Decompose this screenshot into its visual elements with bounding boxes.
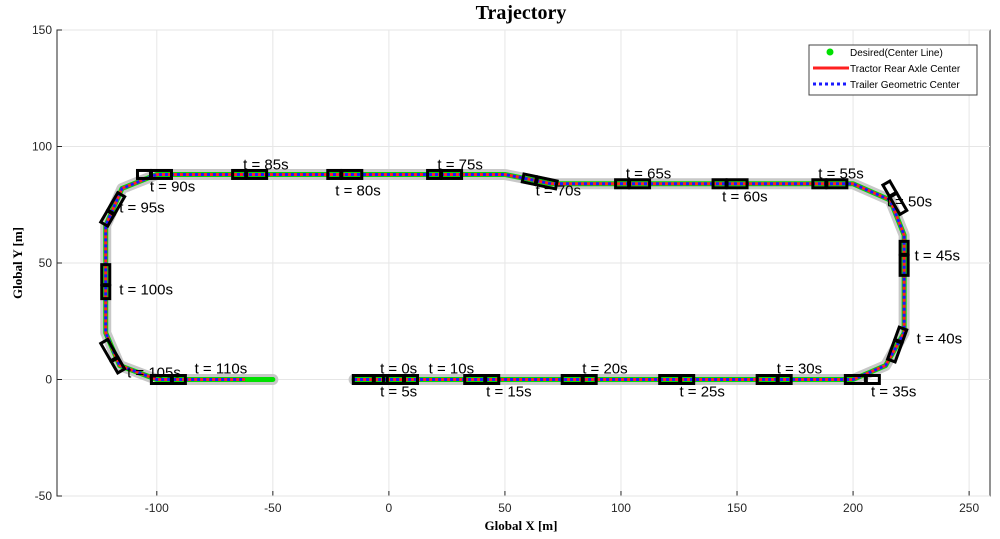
legend-trailer: Trailer Geometric Center bbox=[850, 80, 960, 91]
vehicle bbox=[755, 374, 793, 385]
vehicle bbox=[885, 325, 909, 364]
legend: Desired(Center Line) Tractor Rear Axle C… bbox=[808, 44, 978, 96]
time-label: t = 0s bbox=[380, 361, 417, 378]
vehicle bbox=[711, 178, 749, 190]
tractor-box bbox=[898, 239, 910, 256]
vehicle bbox=[614, 178, 652, 190]
time-label: t = 60s bbox=[722, 189, 767, 206]
chart-marks: t = 0s t = 5s t = 10s t = 15s t = 20s t = 25s… bbox=[98, 156, 962, 401]
legend-tractor: Tractor Rear Axle Center bbox=[850, 64, 961, 75]
tractor-box bbox=[170, 374, 187, 385]
tractor-box bbox=[326, 168, 343, 180]
tractor-box bbox=[484, 374, 501, 385]
y-tick-label: 0 bbox=[45, 373, 52, 387]
time-label: t = 75s bbox=[437, 156, 482, 173]
chart-title: Trajectory bbox=[476, 2, 567, 24]
tractor-box bbox=[679, 374, 696, 385]
vehicle bbox=[98, 337, 127, 375]
vehicle bbox=[231, 168, 269, 180]
x-tick-label: 100 bbox=[611, 501, 631, 515]
tractor-box bbox=[520, 172, 539, 187]
time-label: t = 55s bbox=[818, 166, 863, 183]
tractor-box bbox=[100, 284, 112, 301]
grid: -100 -50 0 50 100 150 200 250 -50 0 50 100 150 bbox=[32, 23, 990, 515]
x-axis-label: Global X [m] bbox=[485, 518, 558, 533]
vehicle bbox=[135, 168, 173, 180]
legend-desired: Desired(Center Line) bbox=[850, 48, 943, 59]
tractor-box bbox=[426, 168, 443, 180]
vehicle bbox=[381, 374, 419, 385]
time-label: t = 5s bbox=[380, 384, 417, 401]
vehicle bbox=[658, 374, 696, 385]
tractor-box bbox=[892, 325, 909, 345]
x-tick-label: 50 bbox=[498, 501, 512, 515]
x-tick-label: 0 bbox=[386, 501, 393, 515]
x-tick-label: -100 bbox=[145, 501, 169, 515]
vehicle bbox=[149, 374, 187, 385]
time-label: t = 45s bbox=[915, 248, 960, 265]
vehicle bbox=[98, 190, 127, 229]
time-label: t = 40s bbox=[917, 330, 962, 347]
time-label: t = 50s bbox=[887, 193, 932, 210]
legend-desired-marker bbox=[826, 48, 834, 56]
time-label: t = 30s bbox=[777, 361, 822, 378]
tractor-box bbox=[98, 208, 117, 229]
vehicle bbox=[100, 263, 112, 301]
vehicle bbox=[463, 374, 501, 385]
y-tick-label: 50 bbox=[39, 256, 53, 270]
time-label: t = 35s bbox=[871, 384, 916, 401]
vehicle bbox=[351, 374, 389, 385]
vehicle bbox=[520, 172, 559, 191]
time-label: t = 25s bbox=[679, 384, 724, 401]
time-label: t = 85s bbox=[243, 156, 288, 173]
tractor-box bbox=[880, 178, 899, 199]
tractor-box bbox=[372, 374, 389, 385]
time-label: t = 105s bbox=[127, 365, 181, 382]
vehicle bbox=[843, 374, 881, 385]
tractor-box bbox=[711, 178, 728, 190]
time-label: t = 15s bbox=[486, 384, 531, 401]
time-label: t = 110s bbox=[195, 361, 248, 378]
time-label: t = 10s bbox=[429, 361, 474, 378]
tractor-box bbox=[864, 374, 881, 385]
tractor-box bbox=[109, 355, 127, 375]
tractor-box bbox=[811, 178, 828, 190]
tractor-box bbox=[231, 168, 248, 180]
tractor-box bbox=[614, 178, 631, 190]
vehicle bbox=[898, 239, 910, 277]
trailer-geometric-line bbox=[104, 172, 906, 381]
vehicle bbox=[560, 374, 598, 385]
y-axis-label: Global Y [m] bbox=[10, 227, 25, 299]
y-tick-label: 100 bbox=[32, 140, 52, 154]
x-tick-label: -50 bbox=[264, 501, 282, 515]
tractor-box bbox=[776, 374, 793, 385]
vehicle bbox=[811, 178, 849, 190]
vehicle bbox=[880, 178, 909, 217]
time-label: t = 20s bbox=[582, 361, 627, 378]
tractor-box bbox=[402, 374, 419, 385]
vehicle bbox=[426, 168, 464, 180]
time-label: t = 90s bbox=[150, 179, 195, 196]
x-tick-label: 150 bbox=[727, 501, 747, 515]
time-label: t = 100s bbox=[119, 282, 173, 299]
tractor-box bbox=[581, 374, 598, 385]
x-tick-label: 250 bbox=[959, 501, 979, 515]
y-tick-label: 150 bbox=[32, 23, 52, 37]
x-tick-label: 200 bbox=[843, 501, 863, 515]
vehicle bbox=[326, 168, 364, 180]
time-label: t = 95s bbox=[119, 200, 164, 217]
time-label: t = 70s bbox=[536, 183, 581, 200]
tractor-box bbox=[135, 168, 152, 180]
legend-box bbox=[808, 44, 978, 96]
time-label: t = 80s bbox=[335, 183, 380, 200]
y-tick-label: -50 bbox=[35, 489, 53, 503]
time-label: t = 65s bbox=[626, 166, 671, 183]
